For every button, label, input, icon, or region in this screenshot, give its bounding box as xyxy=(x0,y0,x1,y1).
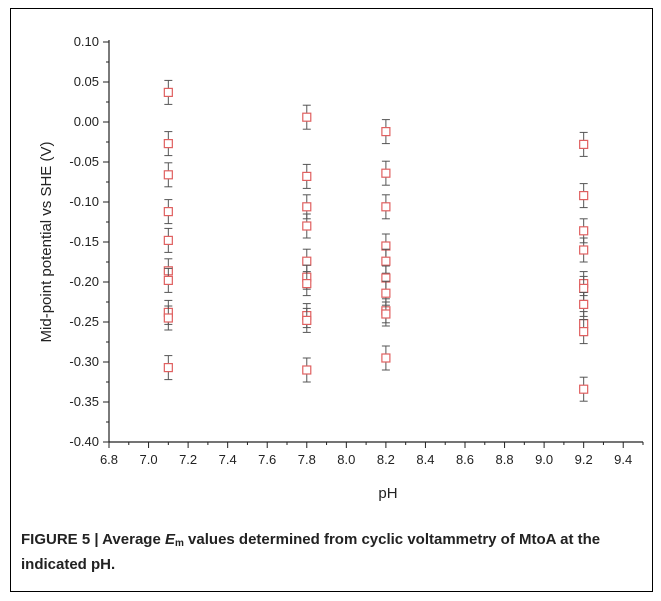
x-tick-label: 9.4 xyxy=(614,452,632,467)
point-marker xyxy=(302,171,312,181)
data-point xyxy=(381,345,391,371)
point-marker xyxy=(579,191,589,201)
y-tick-label: -0.35 xyxy=(69,394,99,409)
figure-caption: FIGURE 5 | Average Em values determined … xyxy=(21,529,641,575)
point-marker xyxy=(302,221,312,231)
point-marker xyxy=(381,309,391,319)
point-marker xyxy=(163,275,173,285)
data-point xyxy=(579,319,589,345)
data-point xyxy=(381,119,391,145)
x-tick-label: 7.6 xyxy=(258,452,276,467)
point-marker xyxy=(579,283,589,293)
point-marker xyxy=(302,112,312,122)
y-tick-label: 0.00 xyxy=(74,114,99,129)
caption-suffix: values determined from cyclic voltammetr… xyxy=(21,531,601,573)
x-tick-label: 6.8 xyxy=(100,452,118,467)
point-marker xyxy=(381,168,391,178)
x-tick-label: 9.2 xyxy=(575,452,593,467)
data-point xyxy=(163,305,173,331)
point-marker xyxy=(579,226,589,236)
data-point xyxy=(579,376,589,402)
x-tick-label: 8.8 xyxy=(496,452,514,467)
y-tick-label: -0.30 xyxy=(69,354,99,369)
point-marker xyxy=(579,384,589,394)
data-points xyxy=(163,79,589,402)
y-tick-label: 0.10 xyxy=(74,34,99,49)
axes: 0.10 0.05 0.00 -0.05 -0.10 -0.15 -0.20 -0.25 -0.… xyxy=(69,34,644,467)
data-point xyxy=(163,227,173,253)
x-tick-label: 7.4 xyxy=(219,452,237,467)
point-marker xyxy=(381,288,391,298)
x-tick-label: 9.0 xyxy=(535,452,553,467)
data-point xyxy=(302,163,312,189)
point-marker xyxy=(579,245,589,255)
y-tick-label: -0.10 xyxy=(69,194,99,209)
data-point xyxy=(163,131,173,157)
figure-frame: 0.10 0.05 0.00 -0.05 -0.10 -0.15 -0.20 -0.25 -0.… xyxy=(10,8,653,592)
y-tick-label: -0.40 xyxy=(69,434,99,449)
point-marker xyxy=(302,365,312,375)
x-tick-label: 8.0 xyxy=(337,452,355,467)
y-tick-label: -0.20 xyxy=(69,274,99,289)
point-marker xyxy=(381,353,391,363)
point-marker xyxy=(163,313,173,323)
y-tick-label: 0.05 xyxy=(74,74,99,89)
point-marker xyxy=(579,299,589,309)
x-tick-label: 8.2 xyxy=(377,452,395,467)
x-tick-label: 7.2 xyxy=(179,452,197,467)
data-point xyxy=(381,160,391,186)
y-axis-label: Mid-point potential vs SHE (V) xyxy=(38,142,55,343)
data-point xyxy=(302,357,312,383)
y-tick-label: -0.25 xyxy=(69,314,99,329)
data-point xyxy=(579,131,589,157)
point-marker xyxy=(163,170,173,180)
point-marker xyxy=(579,139,589,149)
scatter-chart: 0.10 0.05 0.00 -0.05 -0.10 -0.15 -0.20 -0.25 -0.… xyxy=(38,34,644,502)
caption-prefix: FIGURE 5 | Average xyxy=(21,531,165,548)
point-marker xyxy=(302,279,312,289)
point-marker xyxy=(381,202,391,212)
point-marker xyxy=(302,202,312,212)
caption-symbol: E xyxy=(164,531,175,548)
data-point xyxy=(579,183,589,209)
data-point xyxy=(302,271,312,297)
data-point xyxy=(579,237,589,263)
y-tick-label: -0.15 xyxy=(69,234,99,249)
data-point xyxy=(302,307,312,333)
data-point xyxy=(381,194,391,220)
data-point xyxy=(302,213,312,239)
point-marker xyxy=(163,87,173,98)
point-marker xyxy=(302,256,312,266)
data-point xyxy=(163,199,173,225)
x-tick-label: 7.0 xyxy=(140,452,158,467)
x-tick-label: 8.6 xyxy=(456,452,474,467)
point-marker xyxy=(302,315,312,325)
data-point xyxy=(302,104,312,130)
point-marker xyxy=(381,126,391,137)
data-point xyxy=(163,79,173,105)
point-marker xyxy=(163,235,173,245)
point-marker xyxy=(579,327,589,337)
point-marker xyxy=(163,207,173,217)
data-point xyxy=(381,301,391,327)
x-tick-label: 8.4 xyxy=(416,452,434,467)
data-point xyxy=(163,267,173,293)
point-marker xyxy=(163,139,173,149)
caption-subscript: m xyxy=(174,538,184,549)
point-marker xyxy=(381,256,391,266)
data-point xyxy=(163,162,173,188)
x-axis-label: pH xyxy=(378,485,397,502)
point-marker xyxy=(163,363,173,373)
x-tick-label: 7.8 xyxy=(298,452,316,467)
data-point xyxy=(163,355,173,381)
y-tick-label: -0.05 xyxy=(69,154,99,169)
